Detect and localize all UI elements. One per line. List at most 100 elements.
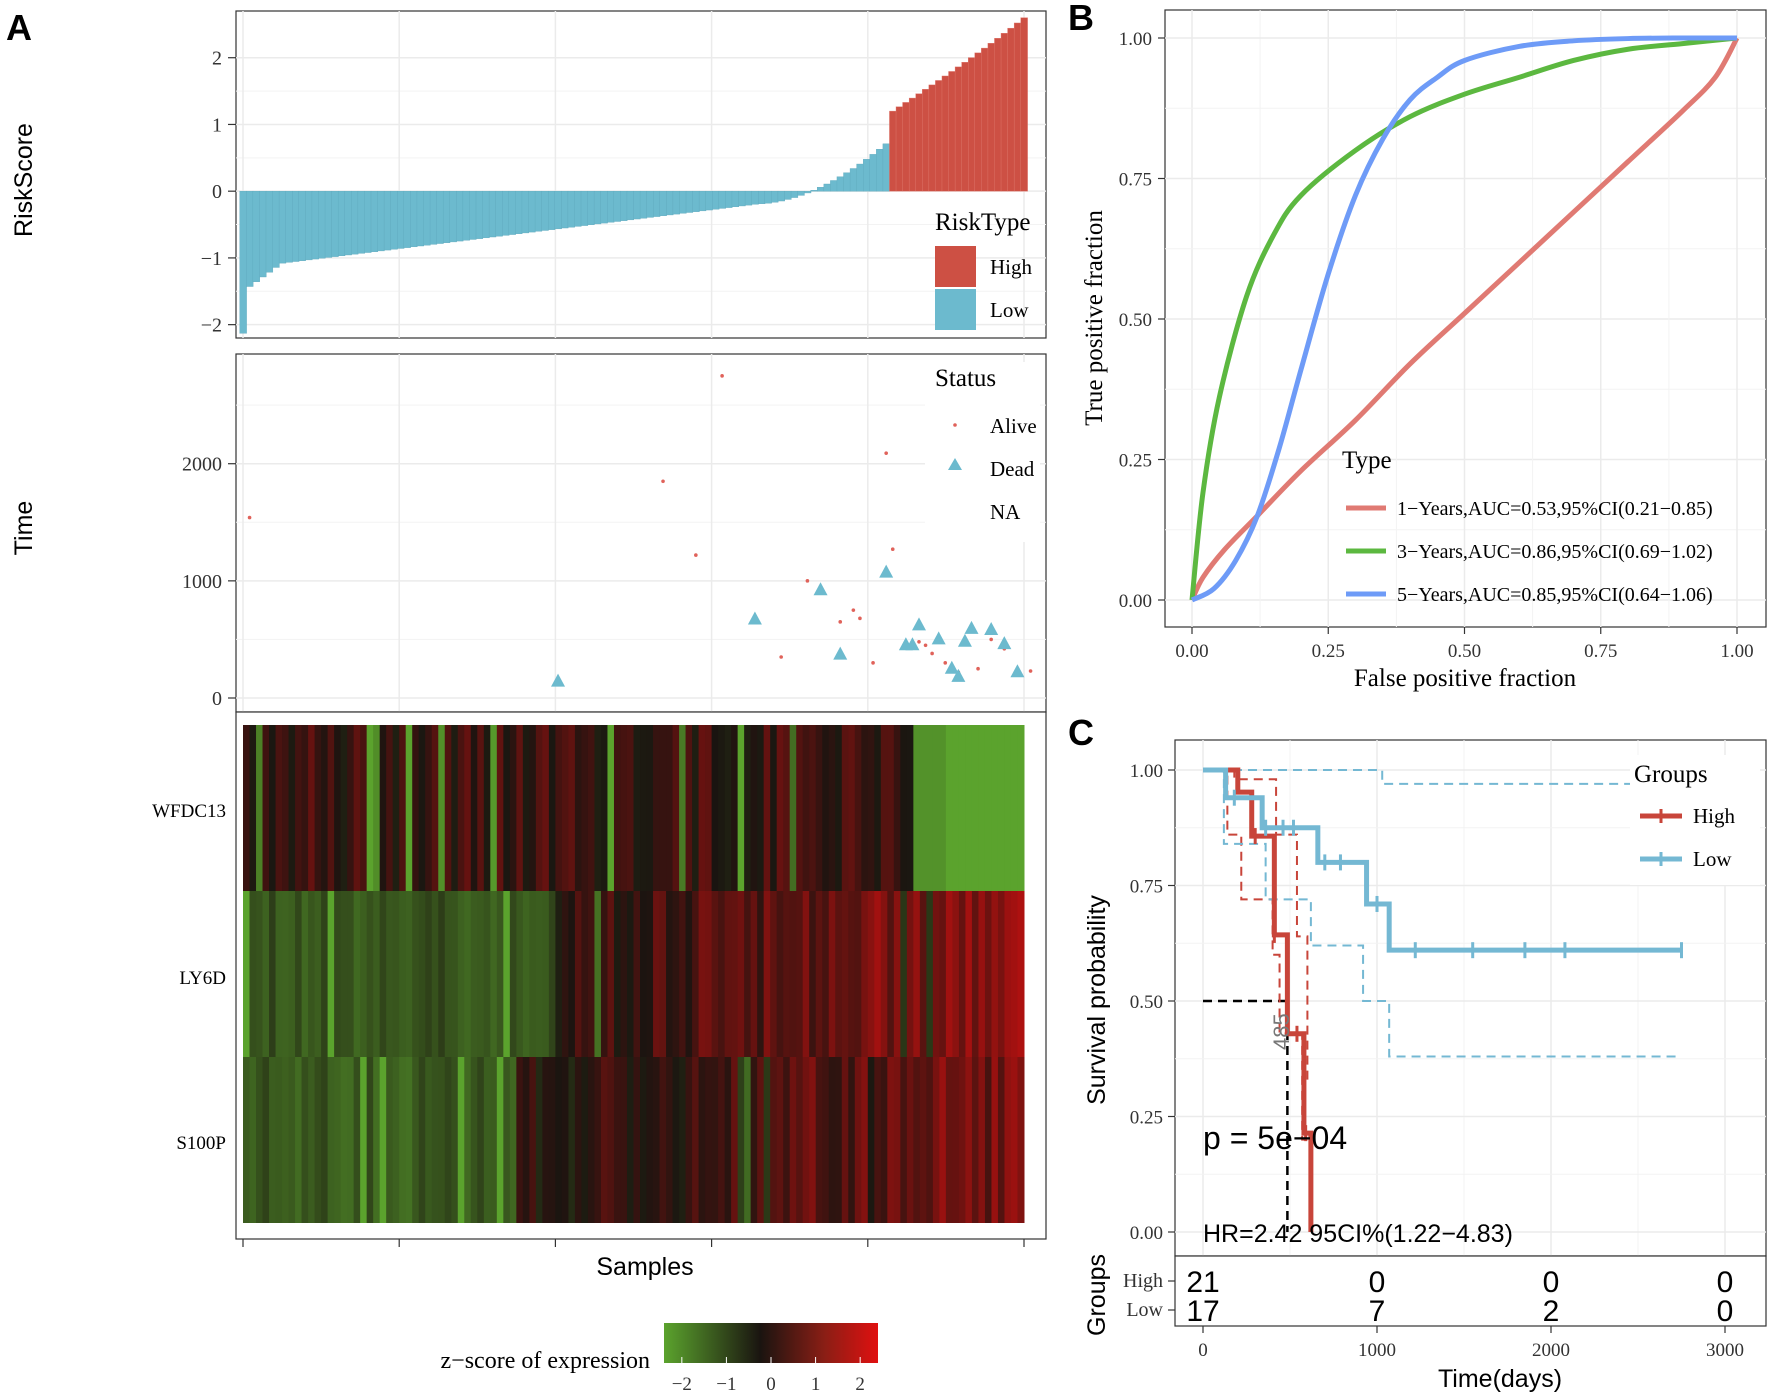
riskscore-bar-low — [534, 190, 543, 232]
heatmap-cell — [796, 725, 804, 891]
riskscore-bar-low — [344, 190, 352, 256]
riskscore-bar-low — [351, 190, 359, 255]
km-y-ticks: 0.00 0.25 0.50 0.75 1.00 — [1130, 761, 1175, 1244]
heatmap-cell — [548, 725, 556, 891]
riskscore-bar-low — [692, 190, 700, 212]
riskscore-bar-low — [436, 190, 444, 244]
heatmap-cell — [334, 1057, 342, 1223]
heatmap-cell — [282, 891, 290, 1057]
riskscore-bar-low — [843, 172, 851, 192]
time-point-alive — [890, 547, 895, 552]
km-x-label: Time(days) — [1438, 1365, 1562, 1393]
heatmap-cell — [809, 725, 817, 891]
heatmap-cell — [672, 725, 680, 891]
time-points — [247, 374, 1033, 687]
heatmap-cell — [314, 891, 322, 1057]
heatmap-cell — [900, 891, 908, 1057]
heatmap-cell — [295, 725, 303, 891]
heatmap-cell — [516, 1057, 524, 1223]
status-legend-alive-key — [953, 423, 957, 427]
heatmap-cell — [568, 891, 576, 1057]
km-legend-title: Groups — [1634, 761, 1708, 788]
heatmap-cell — [620, 725, 628, 891]
km-y-tick-label: 0.25 — [1130, 1108, 1163, 1129]
km-curve-low — [1203, 767, 1682, 953]
heatmap-cell — [600, 725, 608, 891]
heatmap-cell — [607, 1057, 615, 1223]
heatmap-cell — [256, 891, 264, 1057]
riskscore-bar-high — [908, 97, 917, 192]
heatmap-cell — [926, 725, 934, 891]
heatmap-cell — [360, 725, 368, 891]
heatmap-cell — [679, 1057, 687, 1223]
riskscore-y-tick-label: 2 — [212, 48, 222, 70]
riskscore-bar-low — [521, 190, 529, 234]
risktype-legend-high-key — [935, 246, 976, 287]
heatmap-cell — [269, 725, 277, 891]
riskscore-bar-low — [679, 190, 687, 214]
heatmap-cell — [444, 891, 452, 1057]
heatmap-cell — [1004, 725, 1012, 891]
riskscore-bar-low — [738, 190, 746, 207]
riskscore-bar-low — [698, 190, 707, 212]
heatmap-cell — [561, 1057, 569, 1223]
km-x-tick-label: 3000 — [1706, 1340, 1744, 1361]
riskscore-bar-low — [823, 183, 831, 192]
km-legend-label-low: Low — [1693, 847, 1732, 871]
heatmap-cell — [353, 725, 361, 891]
riskscore-bar-low — [646, 190, 654, 218]
heatmap-cell — [503, 1057, 511, 1223]
heatmap-cell — [587, 725, 595, 891]
heatmap-cell — [978, 725, 986, 891]
heatmap-cell — [555, 891, 563, 1057]
heatmap-cell — [412, 891, 420, 1057]
heatmap-cell — [789, 891, 797, 1057]
heatmap-cell — [360, 1057, 368, 1223]
heatmap-cell — [893, 725, 901, 891]
riskscore-bar-low — [836, 176, 845, 192]
heatmap-panel: WFDC13 LY6D S100P Samples z−score of exp… — [152, 711, 1047, 1394]
heatmap-cell — [861, 1057, 869, 1223]
risk-table-count: 0 — [1369, 1266, 1386, 1299]
heatmap-cell — [731, 1057, 739, 1223]
heatmap-cell — [874, 1057, 882, 1223]
heatmap-cell — [249, 891, 257, 1057]
heatmap-cell — [412, 725, 420, 891]
heatmap-cell — [438, 1057, 446, 1223]
heatmap-cell — [535, 725, 543, 891]
heatmap-cell — [243, 725, 251, 891]
zscore-tick-label: −2 — [672, 1374, 692, 1394]
heatmap-cell — [1010, 725, 1018, 891]
heatmap-cell — [945, 725, 953, 891]
riskscore-bar-low — [725, 190, 733, 208]
riskscore-bar-high — [928, 84, 936, 192]
heatmap-cell — [516, 725, 524, 891]
riskscore-bar-low — [607, 190, 615, 223]
heatmap-cell — [880, 891, 888, 1057]
heatmap-cell — [997, 1057, 1005, 1223]
heatmap-cell — [913, 891, 921, 1057]
heatmap-gene-ly6d: LY6D — [179, 968, 226, 989]
time-point-dead — [984, 622, 999, 636]
heatmap-cell — [971, 725, 979, 891]
roc-y-label: True positive fraction — [1081, 210, 1108, 426]
km-panel: 0.00 0.25 0.50 0.75 1.00 p = 5e−04 HR=2.42 9… — [1083, 739, 1767, 1393]
heatmap-cell — [470, 891, 478, 1057]
heatmap-cell — [737, 891, 745, 1057]
heatmap-cell — [705, 891, 713, 1057]
riskscore-bar-high — [1013, 22, 1022, 192]
heatmap-cell — [483, 891, 491, 1057]
riskscore-bar-low — [390, 190, 398, 250]
riskscore-bar-high — [941, 75, 950, 192]
riskscore-bar-low — [508, 190, 516, 235]
heatmap-cell — [666, 1057, 674, 1223]
heatmap-cell — [880, 1057, 888, 1223]
risk-table-count: 21 — [1186, 1266, 1219, 1299]
roc-y-tick-label: 0.75 — [1119, 170, 1152, 191]
riskscore-bar-low — [718, 190, 726, 209]
heatmap-cell — [770, 1057, 778, 1223]
riskscore-bar-low — [239, 190, 247, 334]
heatmap-cell — [301, 891, 309, 1057]
heatmap-cell — [932, 725, 940, 891]
riskscore-bar-high — [922, 89, 930, 192]
